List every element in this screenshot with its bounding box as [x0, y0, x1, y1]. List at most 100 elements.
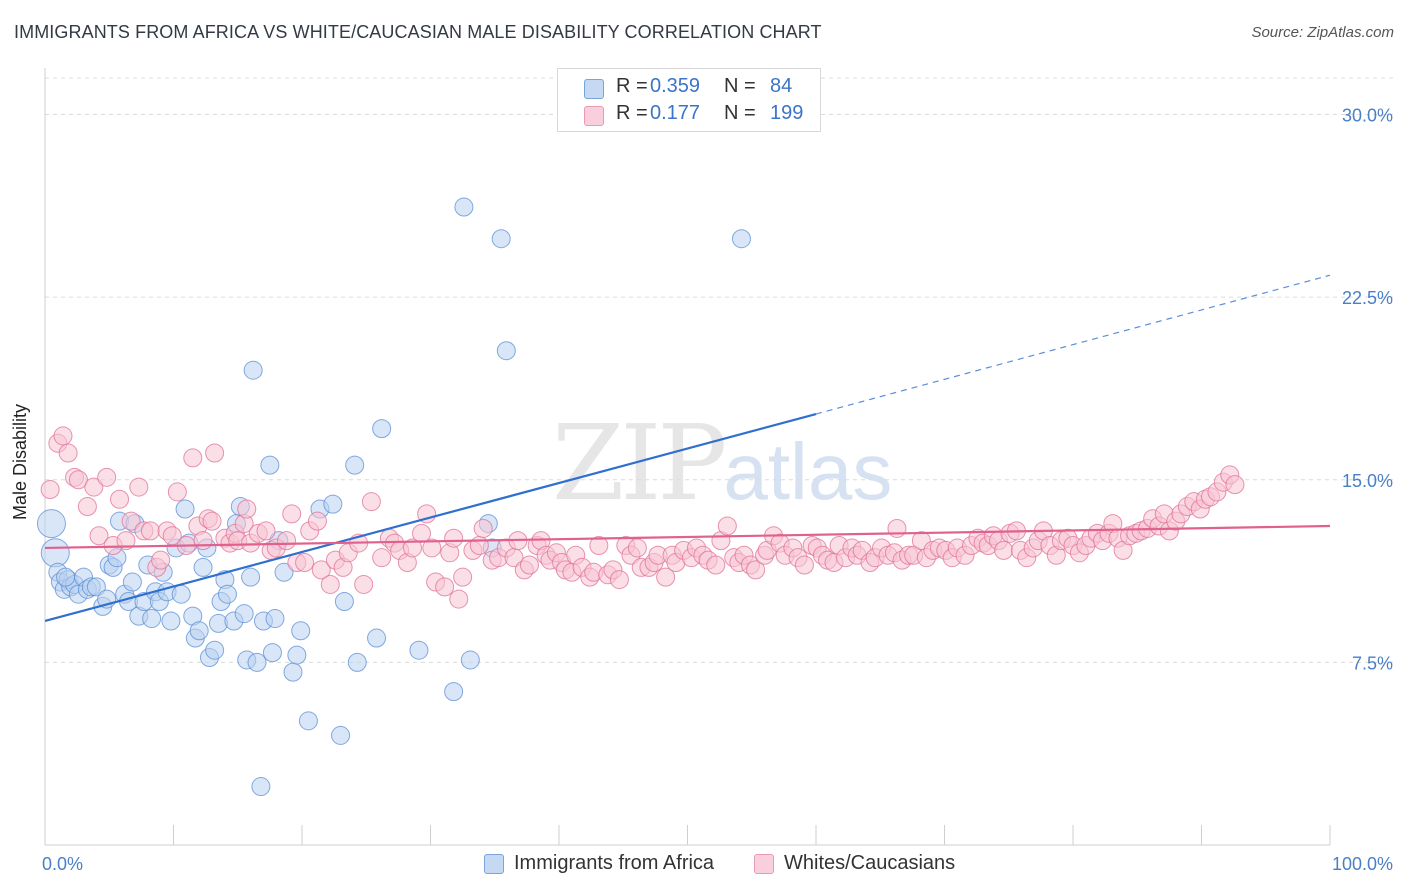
data-point: [422, 538, 442, 558]
legend-swatch-whites: [754, 854, 774, 874]
data-point: [237, 499, 257, 519]
data-point: [234, 604, 254, 624]
watermark-atlas: atlas: [723, 427, 893, 516]
data-point: [40, 480, 60, 500]
data-point: [496, 341, 516, 361]
axes: [44, 68, 1331, 846]
data-point: [717, 516, 737, 536]
data-point: [205, 443, 225, 463]
data-point: [403, 538, 423, 558]
data-point: [354, 574, 374, 594]
data-point: [189, 621, 209, 641]
data-point: [291, 621, 311, 641]
legend-label-africa: Immigrants from Africa: [514, 852, 715, 874]
legend-n-value: 199: [770, 102, 804, 124]
data-point: [251, 777, 271, 797]
trend-lines: [44, 274, 1331, 623]
data-point: [367, 628, 387, 648]
data-point: [887, 518, 907, 538]
data-point: [519, 555, 539, 575]
data-point: [151, 550, 171, 570]
series-legend: Immigrants from Africa Whites/Caucasians: [0, 852, 1406, 878]
trend-line-whites: [44, 524, 1331, 550]
legend-r-value: 0.359: [650, 75, 701, 97]
legend-r-value: 0.177: [650, 102, 701, 124]
data-point: [589, 536, 609, 556]
data-point: [334, 592, 354, 612]
data-point: [89, 526, 109, 546]
data-point: [746, 560, 766, 580]
data-point: [444, 682, 464, 702]
data-point: [345, 455, 365, 475]
data-point: [97, 467, 117, 487]
legend-r-label: R =: [616, 102, 648, 124]
data-point: [277, 531, 297, 551]
data-point: [140, 521, 160, 541]
watermark: ZIPatlas: [552, 402, 892, 524]
data-point: [193, 531, 213, 551]
trend-line-africa-extension: [815, 274, 1331, 415]
data-point: [307, 511, 327, 531]
data-point: [129, 477, 149, 497]
data-point: [256, 521, 276, 541]
legend-swatch-whites: [584, 106, 604, 126]
source-credit: Source: ZipAtlas.com: [1251, 24, 1394, 41]
data-point: [116, 531, 136, 551]
data-point: [167, 482, 187, 502]
data-point: [262, 643, 282, 663]
stats-legend: R = 0.359 N = 84 R = 0.177 N = 199: [557, 68, 821, 132]
data-point: [205, 640, 225, 660]
legend-swatch-africa: [484, 854, 504, 874]
data-point: [84, 477, 104, 497]
y-tick-label: 7.5%: [1352, 653, 1393, 673]
data-point: [283, 662, 303, 682]
y-tick-label: 15.0%: [1342, 471, 1393, 491]
data-point: [372, 419, 392, 439]
data-point: [260, 455, 280, 475]
data-point: [68, 470, 88, 490]
y-tick-label: 30.0%: [1342, 106, 1393, 126]
data-point: [491, 229, 511, 249]
data-point: [40, 538, 70, 568]
data-point: [110, 489, 130, 509]
data-point: [994, 540, 1014, 560]
legend-r-label: R =: [616, 75, 648, 97]
data-point: [444, 528, 464, 548]
data-point: [202, 511, 222, 531]
data-point: [53, 426, 73, 446]
data-point: [243, 360, 263, 380]
data-point: [323, 494, 343, 514]
data-point: [183, 448, 203, 468]
legend-row-africa: R = 0.359 N = 84: [558, 75, 820, 101]
data-point: [171, 584, 191, 604]
data-point: [320, 574, 340, 594]
legend-swatch-africa: [584, 79, 604, 99]
y-tick-label: 22.5%: [1342, 288, 1393, 308]
data-point: [193, 557, 213, 577]
data-point: [77, 497, 97, 517]
data-point: [627, 538, 647, 558]
data-point: [473, 518, 493, 538]
data-point: [175, 499, 195, 519]
legend-n-label: N =: [724, 102, 756, 124]
data-point: [298, 711, 318, 731]
data-point: [454, 197, 474, 217]
tick-labels: 7.5% 15.0% 22.5% 30.0% 0.0% 100.0%: [42, 106, 1393, 874]
data-point: [58, 443, 78, 463]
data-point: [453, 567, 473, 587]
x-tick-label: 100.0%: [1332, 854, 1393, 874]
y-axis-label: Male Disability: [10, 403, 30, 520]
series-whites-caucasians: [40, 426, 1245, 609]
data-point: [706, 555, 726, 575]
data-point: [161, 611, 181, 631]
data-point: [347, 652, 367, 672]
data-point: [361, 492, 381, 512]
watermark-zip: ZIP: [552, 402, 727, 524]
data-point: [794, 555, 814, 575]
data-point: [56, 567, 76, 587]
data-point: [469, 536, 489, 556]
legend-n-label: N =: [724, 75, 756, 97]
x-tick-label: 0.0%: [42, 854, 83, 874]
data-point: [274, 562, 294, 582]
